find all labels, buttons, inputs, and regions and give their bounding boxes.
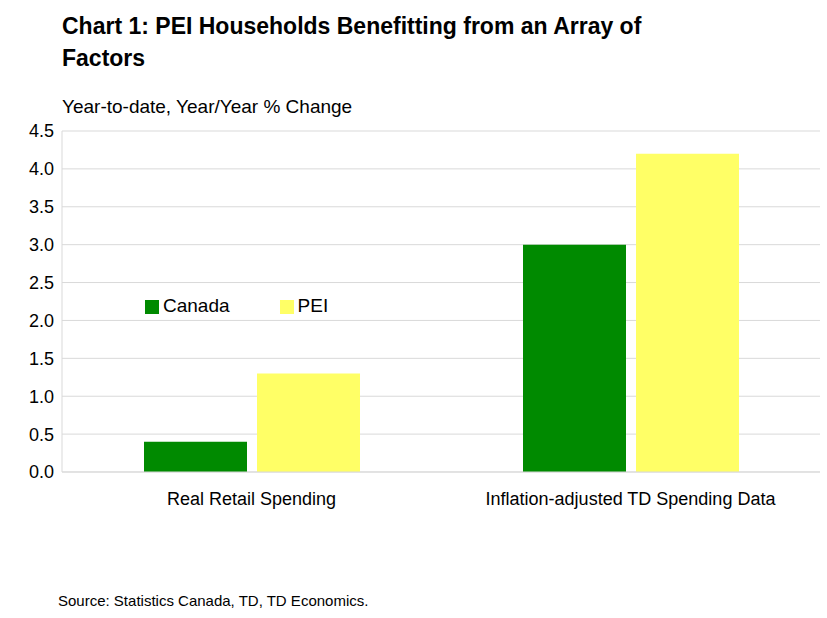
svg-text:1.5: 1.5 [29,349,54,369]
html-text:Chart 1: PEI Households Benefi: Chart 1: PEI Households Benefitting from… [62,13,642,71]
html-text:Canada: Canada [163,295,230,316]
svg-text:4.5: 4.5 [29,121,54,141]
html-text:Source: Statistics Canada, TD,: Source: Statistics Canada, TD, TD Econom… [58,592,369,609]
svg-text:3.0: 3.0 [29,235,54,255]
svg-text:0.0: 0.0 [29,462,54,482]
svg-text:4.0: 4.0 [29,159,54,179]
svg-text:Real Retail Spending: Real Retail Spending [167,489,336,509]
svg-text:3.5: 3.5 [29,197,54,217]
html-text:Year-to-date, Year/Year % Chan: Year-to-date, Year/Year % Change [62,96,353,117]
svg-text:2.0: 2.0 [29,311,54,331]
html-text:PEI: PEI [297,295,329,316]
svg-text:2.5: 2.5 [29,273,54,293]
svg-text:1.0: 1.0 [29,387,54,407]
svg-text:Inflation-adjusted TD Spending: Inflation-adjusted TD Spending Data [486,489,777,509]
svg-text:0.5: 0.5 [29,425,54,445]
